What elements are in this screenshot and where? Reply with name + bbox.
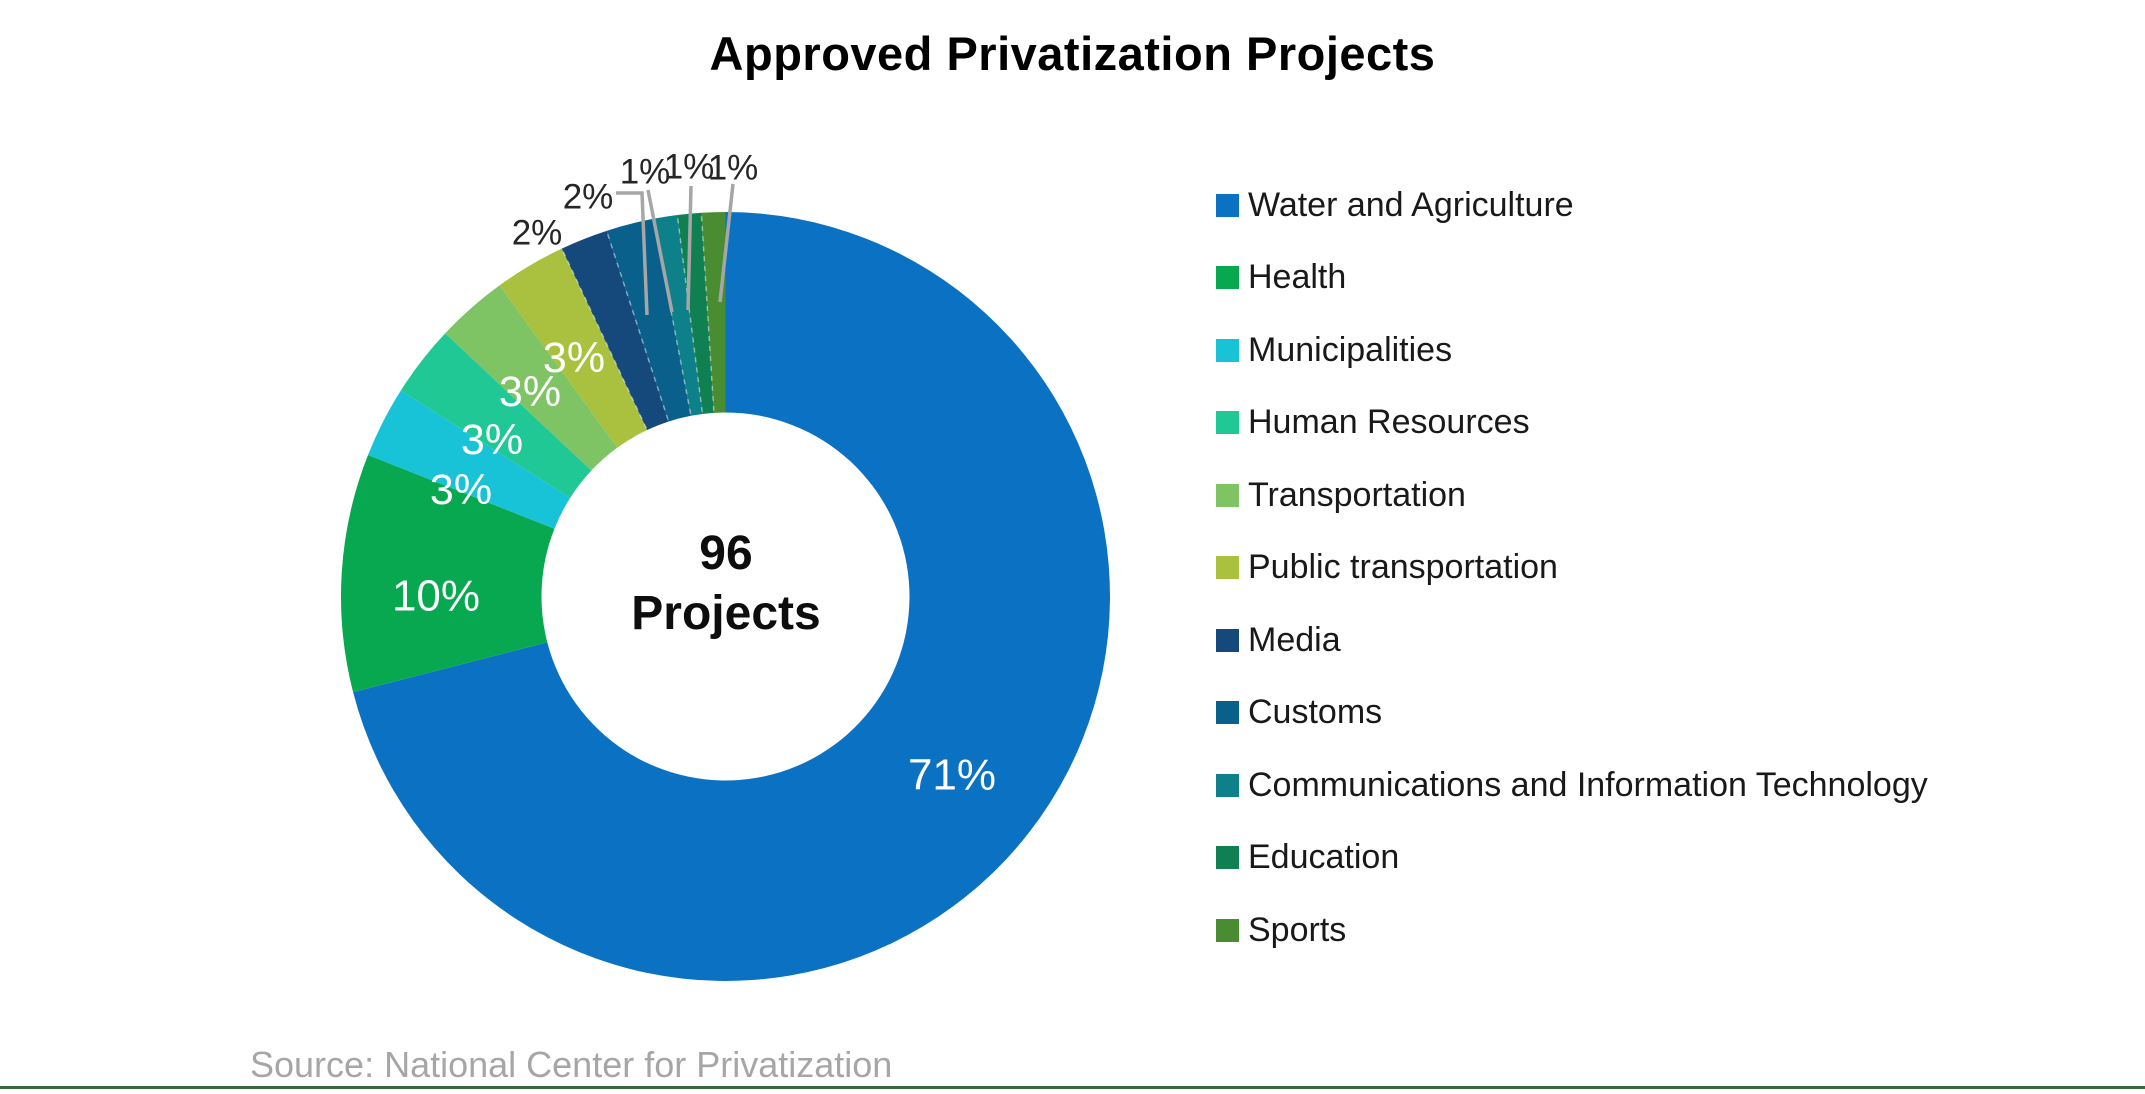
donut-center-value: 96 [699,527,753,580]
legend-label: Human Resources [1248,403,1530,441]
legend-swatch [1216,701,1239,724]
slice-separator [561,250,647,429]
leader-line [686,185,693,311]
legend-item-transportation: Transportation [1216,473,1928,517]
legend-swatch [1216,556,1239,579]
legend-swatch [1216,266,1239,289]
legend-label: Customs [1248,693,1383,731]
data-label-transportation: 3% [499,368,561,416]
legend-item-media: Media [1216,618,1928,662]
legend-label: Education [1248,838,1400,876]
slice-separator [700,214,715,411]
legend-label: Sports [1248,910,1347,949]
pie-slice-sports [701,212,726,413]
legend-swatch [1216,483,1239,507]
legend-item-health: Health [1216,256,1928,300]
leader-line [646,189,674,313]
donut-center-label: 96 Projects [525,524,927,644]
data-label-human-resources: 3% [461,416,523,464]
slice-separator [606,232,669,420]
data-label-customs: 2% [563,178,614,217]
pie-slice-transportation [445,285,618,471]
data-label-public-transportation: 3% [543,334,605,382]
legend-swatch [1216,193,1239,217]
leader-line [718,183,735,303]
legend-item-public-transportation: Public transportation [1216,546,1928,590]
legend-item-customs: Customs [1216,691,1928,735]
source-note: Source: National Center for Privatizatio… [250,1044,893,1085]
legend-item-municipalities: Municipalities [1216,328,1928,372]
chart-title: Approved Privatization Projects [709,27,1436,80]
pie-slice-customs [606,218,692,422]
pie-slice-public-transportation [499,248,648,448]
legend-item-sports: Sports [1216,908,1928,952]
data-label-health: 10% [392,572,480,621]
data-label-communications-and-information-technology: 1% [620,153,671,192]
legend-label: Health [1248,258,1347,296]
data-label-municipalities: 3% [430,466,492,514]
legend-item-human-resources: Human Resources [1216,401,1928,445]
donut-center-unit: Projects [631,587,821,640]
data-label-media: 2% [512,214,563,253]
data-label-education: 1% [664,148,715,187]
legend-swatch [1216,846,1239,869]
pie-slice-communications-and-information-technology [653,215,703,416]
legend-label: Municipalities [1248,330,1453,369]
legend-swatch [1216,411,1239,434]
legend-item-water-and-agriculture: Water and Agriculture [1216,183,1928,227]
pie-slice-media [561,230,669,431]
pie-slice-water-and-agriculture [353,212,1110,982]
pie-slice-human-resources [400,333,592,498]
legend-label: Public transportation [1248,548,1558,586]
bottom-border-rule [0,1086,2145,1089]
legend-item-education: Education [1216,836,1928,880]
pie-slice-health [341,454,555,693]
legend: Water and Agriculture Health Municipalit… [1216,183,1928,981]
legend-swatch [1216,773,1239,797]
legend-swatch [1216,338,1239,362]
slice-separator [676,216,703,413]
legend-label: Communications and Information Technolog… [1248,765,1928,804]
leader-line [616,191,649,316]
legend-label: Media [1248,620,1341,659]
data-label-sports: 1% [708,149,759,188]
data-label-water-and-agriculture: 71% [908,751,996,800]
legend-swatch [1216,628,1239,652]
legend-label: Water and Agriculture [1248,185,1574,224]
pie-slice-municipalities [368,390,571,529]
legend-label: Transportation [1248,475,1466,514]
legend-swatch [1216,918,1239,942]
pie-slice-education [677,212,714,414]
legend-item-communications-and-information-technology: Communications and Information Technolog… [1216,763,1928,807]
